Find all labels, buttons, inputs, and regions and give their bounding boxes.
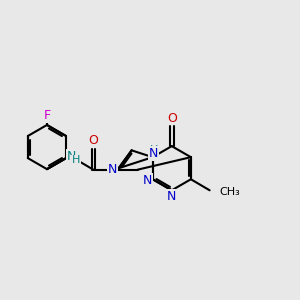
- Text: N: N: [67, 150, 76, 163]
- Text: CH₃: CH₃: [219, 187, 240, 197]
- Text: F: F: [44, 109, 50, 122]
- Text: H: H: [150, 145, 158, 155]
- Text: H: H: [72, 155, 80, 166]
- Text: N: N: [149, 147, 158, 160]
- Text: N: N: [142, 174, 152, 187]
- Text: N: N: [107, 163, 117, 176]
- Text: O: O: [88, 134, 98, 147]
- Text: O: O: [167, 112, 177, 124]
- Text: N: N: [167, 190, 176, 203]
